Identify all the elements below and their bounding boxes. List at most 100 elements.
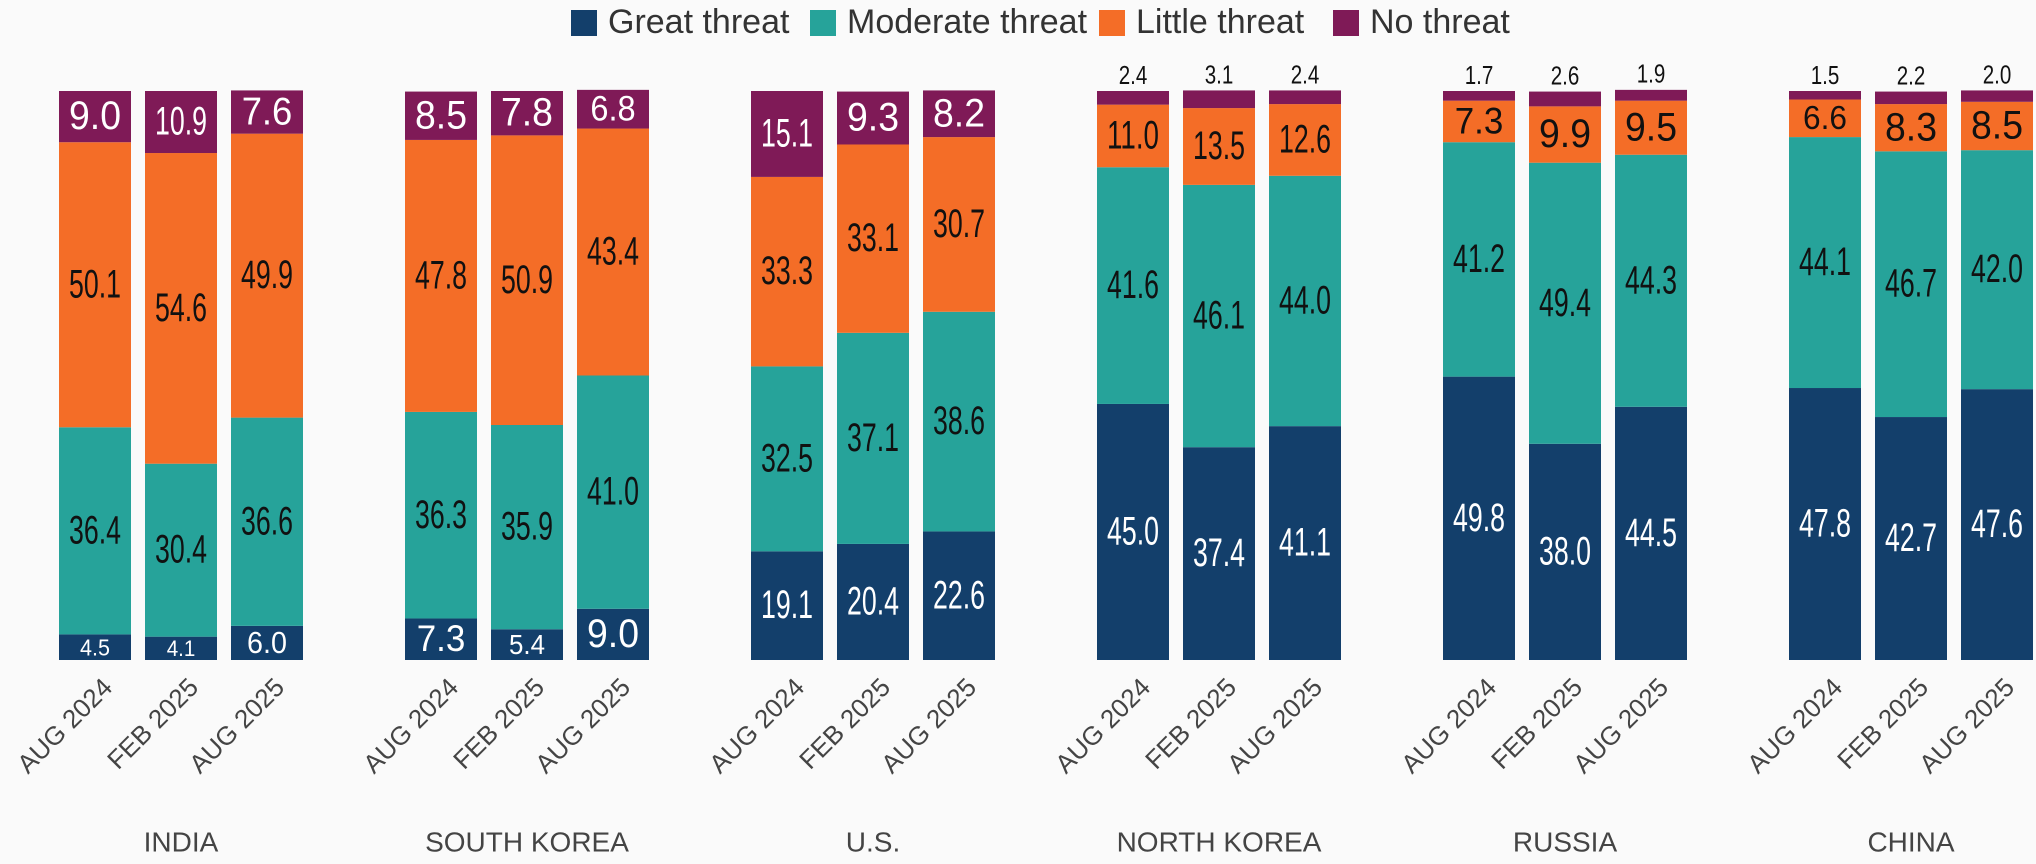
bar-segment: [1183, 108, 1255, 185]
bar-segment: [1097, 403, 1169, 660]
bar-segment: [1875, 151, 1947, 418]
bar-segment: [923, 311, 995, 532]
bar-segment: [1615, 89, 1687, 101]
value-label: 33.3: [761, 249, 813, 293]
bar-segment: [1875, 104, 1947, 152]
value-label: 42.0: [1971, 247, 2023, 291]
legend-label: Little threat: [1136, 3, 1305, 41]
bar-segment: [1789, 99, 1861, 138]
group-label: CHINA: [1867, 826, 1954, 857]
value-label: 47.6: [1971, 502, 2023, 546]
bar-segment: [1961, 101, 2033, 151]
x-tick-label: AUG 2024: [703, 672, 810, 779]
bar-segment: [923, 137, 995, 312]
bar-segment: [231, 417, 303, 626]
x-tick-label: AUG 2024: [11, 672, 118, 779]
bar-segment: [577, 608, 649, 660]
value-label: 32.5: [761, 436, 813, 480]
value-label: 30.4: [155, 528, 207, 572]
value-label: 45.0: [1107, 510, 1159, 554]
value-label: 22.6: [933, 573, 985, 617]
bar-segment: [231, 90, 303, 134]
bar-segment: [231, 625, 303, 660]
bar-segment: [1529, 162, 1601, 444]
bar-segment: [1529, 443, 1601, 660]
value-label: 44.0: [1279, 279, 1331, 323]
value-label: 13.5: [1193, 124, 1245, 168]
x-tick-label: AUG 2025: [1913, 672, 2020, 779]
value-label: 19.1: [761, 583, 813, 627]
bar-segment: [145, 153, 217, 464]
group-label: U.S.: [846, 826, 900, 857]
bar-segment: [577, 128, 649, 376]
bar-segment: [1875, 91, 1947, 105]
bar-segment: [837, 332, 909, 544]
value-label: 46.7: [1885, 262, 1937, 306]
value-label: 50.1: [69, 262, 121, 306]
value-label: 9.3: [847, 96, 899, 140]
value-label: 20.4: [847, 580, 899, 624]
group-label: RUSSIA: [1513, 826, 1618, 857]
value-label: 2.0: [1983, 59, 2012, 89]
legend-label: Moderate threat: [847, 3, 1088, 41]
bar-segment: [751, 176, 823, 367]
x-tick-label: AUG 2024: [357, 672, 464, 779]
x-tick-label: AUG 2025: [1221, 672, 1328, 779]
value-label: 36.4: [69, 508, 121, 552]
value-label: 6.6: [1803, 99, 1847, 137]
value-label: 1.9: [1637, 59, 1666, 89]
bar-segment: [491, 91, 563, 136]
bar-segment: [59, 427, 131, 635]
value-label: 49.8: [1453, 496, 1505, 540]
value-label: 8.2: [933, 91, 985, 135]
bar-segment: [1875, 417, 1947, 660]
bar-segment: [1269, 426, 1341, 660]
bar-segment: [1097, 167, 1169, 404]
value-label: 3.1: [1205, 59, 1234, 89]
bar-segment: [1183, 184, 1255, 448]
x-tick-label: AUG 2024: [1395, 672, 1502, 779]
value-label: 54.6: [155, 286, 207, 330]
bar-segment: [577, 375, 649, 609]
bar-segment: [1183, 447, 1255, 660]
value-label: 15.1: [761, 112, 813, 156]
bar-segment: [145, 91, 217, 154]
value-label: 41.0: [587, 470, 639, 514]
x-tick-label: AUG 2025: [875, 672, 982, 779]
value-label: 7.3: [1455, 99, 1504, 141]
bar-segment: [1443, 100, 1515, 143]
value-label: 35.9: [501, 505, 553, 549]
bar-segment: [59, 91, 131, 143]
x-tick-label: AUG 2025: [1567, 672, 1674, 779]
bar-segment: [491, 629, 563, 660]
bar-segment: [405, 618, 477, 660]
value-label: 2.2: [1897, 60, 1926, 90]
value-label: 49.4: [1539, 281, 1591, 325]
value-label: 44.1: [1799, 240, 1851, 284]
x-tick-label: AUG 2024: [1741, 672, 1848, 779]
bar-segment: [923, 531, 995, 660]
x-tick-label: AUG 2025: [529, 672, 636, 779]
value-label: 43.4: [587, 230, 639, 274]
bar-segment: [59, 142, 131, 428]
value-label: 41.1: [1279, 521, 1331, 565]
bar-segment: [1961, 389, 2033, 660]
value-label: 9.5: [1625, 105, 1677, 149]
value-label: 6.0: [247, 625, 287, 660]
value-label: 47.8: [415, 253, 467, 297]
x-tick-label: AUG 2024: [1049, 672, 1156, 779]
value-label: 7.3: [417, 617, 466, 659]
bar-segment: [145, 463, 217, 637]
value-label: 47.8: [1799, 502, 1851, 546]
value-label: 41.2: [1453, 237, 1505, 281]
bar-segment: [751, 366, 823, 552]
value-label: 41.6: [1107, 263, 1159, 307]
bar-segment: [751, 551, 823, 660]
bar-segment: [751, 91, 823, 177]
value-label: 12.6: [1279, 117, 1331, 161]
value-label: 5.4: [509, 629, 545, 660]
group-label: SOUTH KOREA: [425, 826, 629, 857]
value-label: 49.9: [241, 253, 293, 297]
